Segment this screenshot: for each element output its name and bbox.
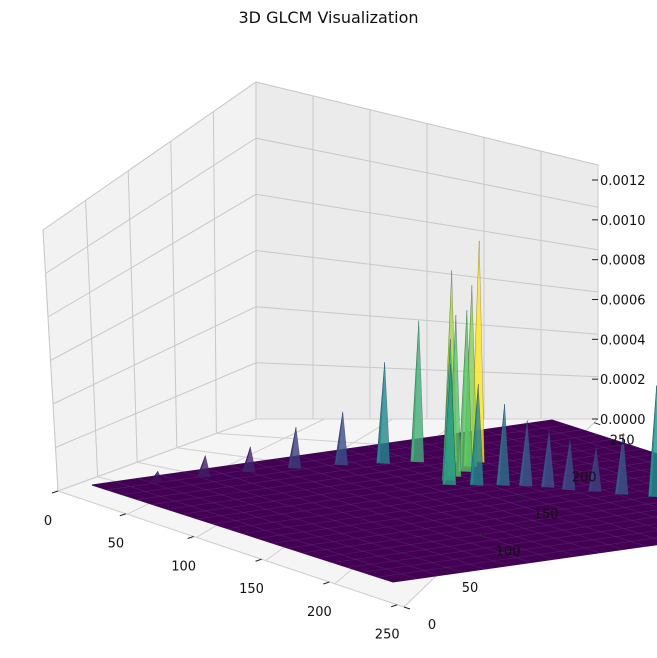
left-pane xyxy=(42,81,257,492)
x-tick-label: 100 xyxy=(171,559,196,574)
x-tick-label: 150 xyxy=(239,582,264,597)
x-tick-label: 50 xyxy=(108,537,125,552)
gridline xyxy=(45,137,599,274)
x-tick-mark xyxy=(187,536,194,539)
surface-peak-shade xyxy=(458,310,473,473)
surface-peak-shade xyxy=(376,362,391,465)
z-tick-label: 0.0000 xyxy=(600,413,646,428)
x-tick-mark xyxy=(119,513,127,517)
surface-mesh-line xyxy=(287,495,657,549)
y-tick-mark xyxy=(403,606,411,610)
surface-mesh-line xyxy=(362,530,657,573)
y-tick-label: 100 xyxy=(496,544,521,559)
chart-title: 3D GLCM Visualization xyxy=(238,8,419,27)
gridline xyxy=(52,306,599,405)
surface-peak-shade xyxy=(242,446,256,473)
y-tick-mark xyxy=(517,495,525,499)
surface-mesh-line xyxy=(528,422,657,465)
surface-peak-shade xyxy=(614,433,629,495)
gridline xyxy=(50,249,599,361)
y-tick-mark xyxy=(594,422,601,426)
surface-mesh-line xyxy=(344,448,647,547)
y-tick-label: 200 xyxy=(572,471,597,486)
z-tick-label: 0.0008 xyxy=(600,254,646,269)
surface-mesh-line xyxy=(377,537,657,578)
gridline xyxy=(55,362,599,448)
y-tick-mark xyxy=(555,459,563,463)
surface-peak-shade xyxy=(588,446,602,493)
x-tick-mark xyxy=(391,604,398,608)
y-tick-label: 0 xyxy=(428,618,436,633)
z-tick-label: 0.0004 xyxy=(600,333,646,348)
x-tick-label: 250 xyxy=(375,628,400,643)
surface-mesh-line xyxy=(332,516,657,563)
surface-peak-shade xyxy=(469,383,484,486)
y-tick-label: 150 xyxy=(534,507,559,522)
x-tick-mark xyxy=(255,558,262,562)
surface-mesh-line xyxy=(302,502,657,554)
x-tick-label: 0 xyxy=(44,514,52,529)
surface-mesh-line xyxy=(482,429,657,487)
surface-mesh-line xyxy=(321,452,624,550)
surface-peak-shade xyxy=(334,411,349,466)
surface-peak-shade xyxy=(410,320,425,463)
y-tick-label: 50 xyxy=(462,581,479,596)
z-tick-label: 0.0002 xyxy=(600,373,646,388)
surface-mesh-line xyxy=(436,435,657,508)
surface-peak-shade xyxy=(496,404,511,487)
gridline xyxy=(57,490,405,608)
surface-peak-shade xyxy=(648,385,657,498)
surface-mesh-line xyxy=(459,432,657,497)
surface-peak-shade xyxy=(287,427,302,469)
surface-mesh-line xyxy=(390,442,657,529)
y-tick-label: 250 xyxy=(610,434,635,449)
surface-mesh-line xyxy=(257,481,657,539)
z-tick-label: 0.0012 xyxy=(600,174,646,189)
surface-peak-shade xyxy=(518,420,533,487)
surface-mesh-line xyxy=(347,523,657,568)
x-tick-mark xyxy=(51,490,59,494)
surface-peak-shade xyxy=(442,363,457,486)
y-tick-mark xyxy=(479,532,487,536)
surface-peak-shade xyxy=(197,455,211,478)
gridline xyxy=(57,418,257,492)
gridline xyxy=(47,193,599,318)
y-tick-mark xyxy=(441,569,449,573)
surface-mesh-line xyxy=(317,509,657,559)
surface-peak-shade xyxy=(561,438,576,491)
z-tick-label: 0.0010 xyxy=(600,214,646,229)
surface-peak-shade xyxy=(149,471,164,484)
x-tick-label: 200 xyxy=(307,605,332,620)
z-tick-label: 0.0006 xyxy=(600,294,646,309)
gridline xyxy=(42,81,599,231)
surface-peak-shade xyxy=(541,429,555,488)
x-tick-mark xyxy=(323,581,330,585)
